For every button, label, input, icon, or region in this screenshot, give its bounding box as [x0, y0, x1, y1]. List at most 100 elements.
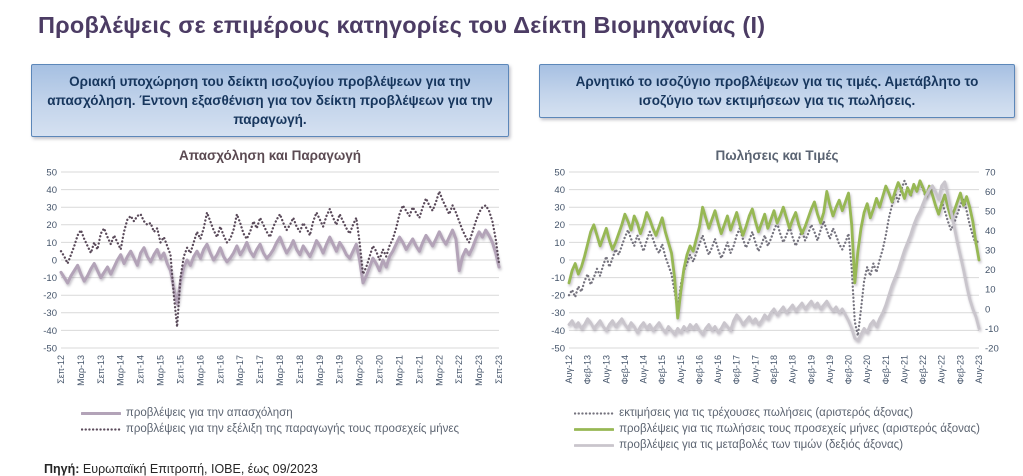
- left-chart-legend: προβλέψεις για την απασχόληση προβλέψεις …: [80, 407, 460, 435]
- right-y-axis-tick-label: 70: [985, 167, 996, 178]
- x-axis-tick-label: Σεπ-12: [56, 355, 66, 384]
- x-axis-tick-label: Φεβ-17: [732, 355, 742, 384]
- y-axis-tick-label: -40: [43, 326, 57, 337]
- sales-prices-chart-block: Πωλήσεις και Τιμές -50 -40 -30 -20 -10 0 10 20 3…: [539, 148, 1015, 451]
- y-axis-tick-label: 50: [46, 167, 57, 178]
- x-axis-tick-label: Αυγ-12: [564, 355, 574, 383]
- x-axis-tick-label: Σεπ-17: [255, 355, 265, 384]
- source-text: Ευρωπαϊκή Επιτροπή, ΙΟΒΕ, έως 09/2023: [79, 461, 318, 476]
- y-axis-tick-label: 50: [554, 167, 565, 178]
- x-axis-tick-label: Φεβ-21: [881, 355, 891, 384]
- x-axis-tick-label: Φεβ-19: [806, 355, 816, 384]
- right-y-axis-tick-label: 10: [985, 285, 996, 296]
- x-axis-tick-label: Σεπ-23: [494, 355, 504, 384]
- dotted-line-marker: [574, 411, 615, 415]
- x-axis-tick-label: Φεβ-18: [769, 355, 779, 384]
- y-axis-tick-label: -10: [551, 273, 565, 284]
- employment-production-chart: -50 -40 -30 -20 -10 0 10 20 30 40 50 Σεπ-12 Μαρ-13 Σε…: [43, 167, 504, 386]
- right-y-axis-tick-label: 40: [985, 226, 996, 237]
- y-axis-tick-label: -20: [43, 291, 57, 302]
- employment-production-panel: Οριακή υποχώρηση του δείκτη ισοζυγίου πρ…: [31, 64, 509, 464]
- right-y-axis-tick-label: 0: [985, 304, 990, 315]
- solid-line-marker: [574, 427, 615, 431]
- y-axis-tick-label: 30: [554, 203, 565, 214]
- x-axis-tick-label: Μαρ-20: [355, 355, 365, 386]
- x-axis-tick-label: Μαρ-16: [195, 355, 205, 386]
- legend-label: προβλέψεις για τις πωλήσεις τους προσεχε…: [619, 423, 980, 435]
- solid-line-marker: [574, 443, 615, 447]
- x-axis-tick-label: Φεβ-14: [620, 355, 630, 384]
- x-axis-tick-label: Μαρ-18: [275, 355, 285, 386]
- y-axis-tick-label: -50: [43, 343, 57, 354]
- left-chart-title: Απασχόληση και Παραγωγή: [178, 148, 361, 163]
- x-axis-tick-label: Αυγ-23: [974, 355, 984, 383]
- x-axis-tick-label: Μαρ-19: [315, 355, 325, 386]
- y-axis-tick-label: 10: [554, 238, 565, 249]
- sales-prices-chart: -50 -40 -30 -20 -10 0 10 20 30 40 50 -20 -10 0 10 20 30 4…: [551, 167, 999, 384]
- x-axis-tick-label: Αυγ-15: [676, 355, 686, 383]
- x-axis-tick-label: Αυγ-20: [862, 355, 872, 383]
- series-line: [567, 179, 981, 320]
- y-axis-tick-label: 20: [46, 220, 57, 231]
- legend-label: προβλέψεις για τις μεταβολές των τιμών (…: [619, 439, 904, 451]
- employment-production-chart-block: Απασχόληση και Παραγωγή -50 -40 -30 -20 -10 0…: [31, 148, 509, 435]
- x-axis-tick-label: Μαρ-17: [235, 355, 245, 386]
- x-axis-tick-label: Σεπ-15: [175, 355, 185, 384]
- legend-item: εκτιμήσεις για τις τρέχουσες πωλήσεις (α…: [574, 407, 980, 419]
- sales-prices-panel: Αρνητικό το ισοζύγιο προβλέψεων για τις …: [539, 64, 1015, 464]
- x-axis-tick-label: Μαρ-21: [394, 355, 404, 386]
- series-line: [59, 228, 501, 306]
- right-y-axis-tick-label: -10: [985, 324, 999, 335]
- solid-line-marker: [80, 411, 121, 415]
- x-axis-tick-label: Φεβ-16: [694, 355, 704, 384]
- y-axis-tick-label: 30: [46, 203, 57, 214]
- legend-item: προβλέψεις για την απασχόληση: [80, 407, 459, 419]
- x-axis-tick-label: Φεβ-20: [844, 355, 854, 384]
- y-axis-tick-label: -30: [551, 308, 565, 319]
- x-axis-tick-label: Σεπ-20: [375, 355, 385, 384]
- x-axis-tick-label: Μαρ-15: [156, 355, 166, 386]
- right-y-axis-tick-label: 20: [985, 265, 996, 276]
- legend-item: προβλέψεις για τις πωλήσεις τους προσεχε…: [574, 423, 980, 435]
- x-axis-tick-label: Μαρ-22: [434, 355, 444, 386]
- x-axis-tick-label: Αυγ-13: [601, 355, 611, 383]
- x-axis-tick-label: Μαρ-23: [474, 355, 484, 386]
- x-axis-tick-label: Σεπ-19: [335, 355, 345, 384]
- series-line: [567, 180, 981, 342]
- right-chart-title: Πωλήσεις και Τιμές: [715, 148, 839, 163]
- legend-label: εκτιμήσεις για τις τρέχουσες πωλήσεις (α…: [619, 407, 914, 419]
- x-axis-tick-label: Αυγ-21: [899, 355, 909, 383]
- x-axis-tick-label: Φεβ-15: [657, 355, 667, 384]
- y-axis-tick-label: 0: [52, 255, 57, 266]
- series-line: [567, 179, 981, 337]
- source-label: Πηγή:: [44, 461, 80, 476]
- legend-item: προβλέψεις για τις μεταβολές των τιμών (…: [574, 439, 980, 451]
- right-y-axis-tick-label: 50: [985, 207, 996, 218]
- y-axis-tick-label: 40: [46, 185, 57, 196]
- right-callout-box: Αρνητικό το ισοζύγιο προβλέψεων για τις …: [539, 64, 1015, 119]
- x-axis-tick-label: Αυγ-17: [750, 355, 760, 383]
- legend-item: προβλέψεις για την εξέλιξη της παραγωγής…: [80, 423, 460, 435]
- left-callout-box: Οριακή υποχώρηση του δείκτη ισοζυγίου πρ…: [31, 64, 509, 138]
- y-axis-tick-label: 10: [46, 238, 57, 249]
- right-y-axis-tick-label: -20: [985, 343, 999, 354]
- legend-label: προβλέψεις για την απασχόληση: [125, 407, 293, 419]
- series-line: [59, 190, 501, 329]
- y-axis-tick-label: -20: [551, 291, 565, 302]
- x-axis-tick-label: Μαρ-14: [116, 355, 126, 386]
- source-note: Πηγή: Ευρωπαϊκή Επιτροπή, ΙΟΒΕ, έως 09/2…: [44, 462, 318, 476]
- x-axis-tick-label: Αυγ-22: [937, 355, 947, 383]
- y-axis-tick-label: 0: [560, 255, 565, 266]
- y-axis-tick-label: -10: [43, 273, 57, 284]
- y-axis-tick-label: -50: [551, 343, 565, 354]
- x-axis-tick-label: Σεπ-18: [295, 355, 305, 384]
- x-axis-tick-label: Σεπ-22: [454, 355, 464, 384]
- x-axis-tick-label: Σεπ-14: [136, 355, 146, 384]
- x-axis-tick-label: Σεπ-21: [414, 355, 424, 384]
- legend-label: προβλέψεις για την εξέλιξη της παραγωγής…: [125, 423, 460, 435]
- x-axis-tick-label: Αυγ-18: [788, 355, 798, 383]
- x-axis-tick-label: Σεπ-13: [96, 355, 106, 384]
- right-y-axis-tick-label: 60: [985, 187, 996, 198]
- x-axis-tick-label: Αυγ-16: [713, 355, 723, 383]
- y-axis-tick-label: 20: [554, 220, 565, 231]
